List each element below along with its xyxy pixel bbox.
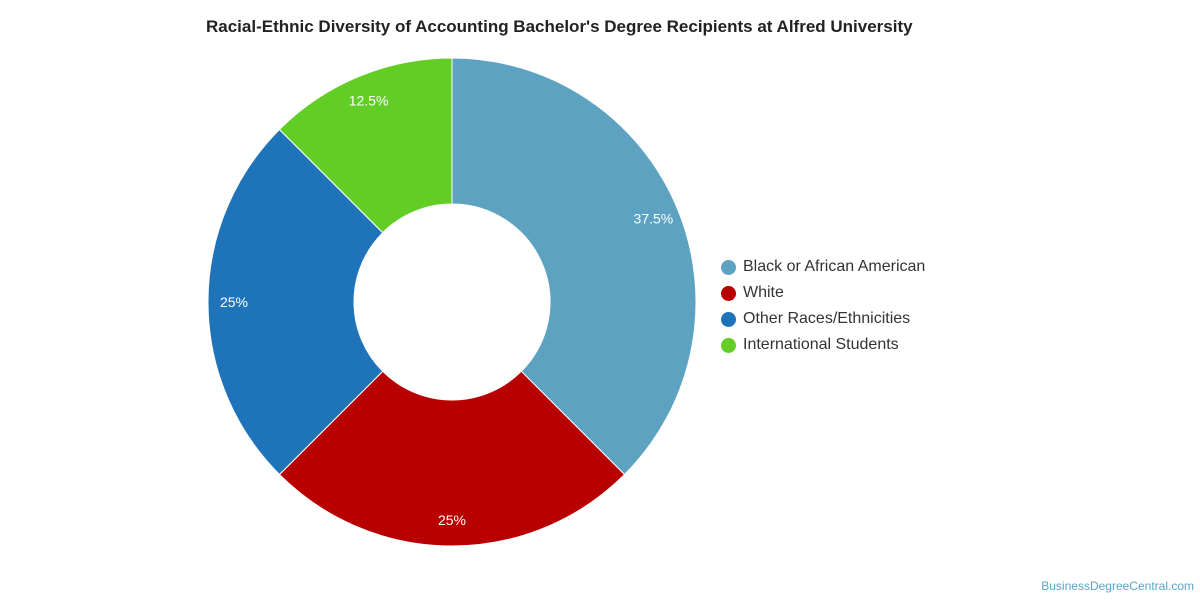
slice-white[interactable] [278, 370, 626, 547]
legend-swatch [721, 337, 736, 353]
chart-title: Racial-Ethnic Diversity of Accounting Ba… [206, 17, 913, 36]
legend-item-international-students[interactable]: International Students [721, 332, 925, 358]
slice-label-other-races-ethnicities: 25% [220, 294, 248, 310]
slice-other-races-ethnicities[interactable] [207, 128, 384, 476]
slice-label-white: 25% [438, 512, 466, 528]
legend-swatch [721, 285, 736, 301]
legend-swatch [721, 259, 736, 275]
legend-label: Other Races/Ethnicities [743, 310, 911, 327]
legend-item-black-or-african-american[interactable]: Black or African American [721, 254, 925, 280]
legend-item-white[interactable]: White [721, 280, 925, 306]
legend-label: International Students [743, 336, 899, 353]
legend: Black or African American White Other Ra… [721, 254, 925, 358]
slice-international-students[interactable] [278, 57, 453, 234]
slice-label-black-or-african-american: 37.5% [634, 211, 674, 227]
legend-label: Black or African American [743, 258, 926, 275]
legend-item-other-races-ethnicities[interactable]: Other Races/Ethnicities [721, 306, 925, 332]
watermark: BusinessDegreeCentral.com [1041, 579, 1194, 593]
legend-swatch [721, 311, 736, 327]
legend-label: White [743, 284, 784, 301]
slice-label-international-students: 12.5% [349, 93, 389, 109]
slice-black-or-african-american[interactable] [451, 57, 697, 476]
